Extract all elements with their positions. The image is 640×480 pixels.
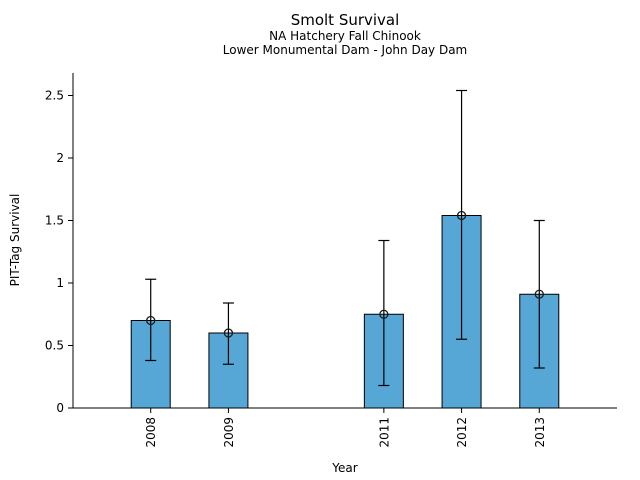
chart-subtitle-stock: NA Hatchery Fall Chinook	[269, 29, 421, 43]
y-axis-label: PIT-Tag Survival	[8, 194, 22, 287]
point-marker-2009	[223, 328, 234, 338]
point-marker-2013	[534, 289, 544, 299]
y-tick-label: 2.5	[45, 89, 64, 103]
x-tick-label-2008: 2008	[144, 417, 158, 448]
x-axis-label: Year	[331, 461, 357, 475]
x-tick-label-2011: 2011	[377, 417, 391, 448]
point-marker-2011	[379, 309, 389, 319]
x-tick-label-2012: 2012	[455, 417, 469, 448]
x-tick-label-2009: 2009	[222, 417, 236, 448]
y-tick-label: 1.5	[45, 214, 64, 228]
title-block: Smolt Survival NA Hatchery Fall Chinook …	[50, 11, 640, 57]
chart-subtitle-reach: Lower Monumental Dam - John Day Dam	[222, 42, 468, 57]
y-tick-label: 2	[56, 151, 64, 165]
point-marker-2012	[456, 210, 467, 221]
chart-title: Smolt Survival	[290, 11, 400, 29]
y-tick-label: 0.5	[45, 339, 64, 353]
y-tick-label: 1	[56, 276, 64, 290]
x-tick-label-2013: 2013	[533, 417, 547, 448]
y-tick-label: 0	[56, 401, 64, 415]
point-marker-2008	[146, 315, 156, 326]
bar-2009	[208, 332, 249, 409]
